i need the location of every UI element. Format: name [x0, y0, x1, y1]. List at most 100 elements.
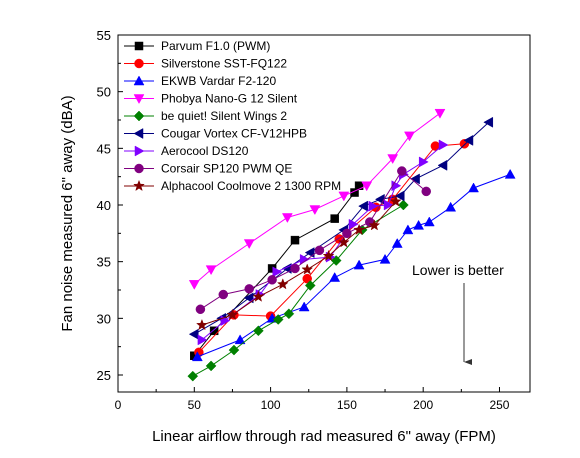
legend-marker — [133, 110, 145, 122]
legend-item: be quiet! Silent Wings 2 — [124, 109, 287, 123]
data-point — [272, 314, 284, 325]
data-point — [304, 280, 316, 291]
data-point — [309, 205, 321, 216]
data-point — [218, 289, 229, 300]
data-point — [197, 334, 208, 346]
data-point — [267, 264, 277, 273]
x-tick-label: 50 — [188, 398, 202, 412]
y-tick-label: 45 — [97, 141, 111, 156]
legend-marker — [134, 58, 144, 69]
data-point — [205, 360, 217, 372]
data-point — [209, 326, 219, 336]
legend-item: Aerocool DS120 — [124, 144, 249, 158]
data-point — [252, 290, 265, 302]
data-point — [330, 214, 339, 223]
data-point — [421, 186, 431, 197]
data-point — [445, 201, 457, 212]
data-point — [348, 218, 359, 230]
data-point — [191, 351, 203, 362]
series-4 — [187, 199, 409, 382]
data-point — [404, 131, 415, 142]
data-point — [387, 154, 399, 165]
series-line — [193, 112, 441, 285]
data-point — [322, 249, 335, 262]
data-point — [413, 219, 425, 230]
y-axis-label: Fan noise measured 6" away (dBA) — [59, 95, 76, 331]
data-point — [434, 108, 446, 119]
y-tick-label: 25 — [97, 368, 111, 383]
x-axis: 0 50 100 150 200 250 — [115, 387, 510, 412]
data-point — [330, 255, 342, 266]
data-point — [243, 239, 255, 250]
legend-marker — [133, 75, 145, 86]
data-point — [272, 266, 283, 278]
series-7 — [195, 166, 431, 315]
x-tick-label: 0 — [115, 398, 122, 412]
data-point — [301, 263, 314, 275]
series-line — [192, 204, 404, 377]
legend-marker — [133, 128, 144, 139]
series-layer — [187, 108, 516, 382]
legend-label: be quiet! Silent Wings 2 — [161, 109, 287, 123]
series-8 — [196, 195, 402, 331]
data-point — [368, 219, 381, 231]
series-line — [200, 170, 427, 310]
y-tick-label: 50 — [97, 85, 111, 100]
legend-label: Phobya Nano-G 12 Silent — [161, 92, 298, 106]
data-point — [338, 191, 350, 202]
data-point — [483, 116, 494, 128]
data-point — [383, 199, 394, 211]
data-point — [397, 166, 407, 176]
data-point — [353, 223, 366, 235]
x-tick-label: 150 — [337, 398, 357, 412]
data-point — [391, 238, 403, 248]
y-axis: 25 30 35 40 45 50 55 — [97, 28, 123, 383]
data-point — [196, 318, 208, 331]
legend-label: Parvum F1.0 (PWM) — [161, 39, 270, 53]
legend-label: Silverstone SST-FQ122 — [161, 57, 287, 71]
data-point — [329, 272, 341, 282]
data-point — [187, 370, 199, 382]
data-point — [304, 247, 315, 259]
data-point — [244, 284, 254, 294]
series-3 — [188, 108, 446, 290]
y-tick-label: 55 — [97, 28, 111, 43]
data-point — [394, 190, 405, 202]
legend-marker — [134, 145, 145, 157]
data-point — [205, 265, 217, 276]
y-tick-label: 30 — [97, 311, 111, 326]
data-point — [402, 224, 414, 235]
data-point — [463, 134, 474, 146]
data-point — [228, 344, 240, 356]
data-point — [354, 181, 364, 190]
legend-item: Cougar Vortex CF-V12HPB — [124, 127, 307, 141]
data-point — [290, 235, 300, 245]
data-point — [361, 181, 373, 192]
data-point — [397, 199, 409, 211]
legend-label: Cougar Vortex CF-V12HPB — [161, 127, 307, 141]
legend-marker — [134, 41, 144, 51]
data-point — [243, 292, 254, 304]
y-tick-label: 35 — [97, 255, 111, 270]
data-point — [353, 259, 365, 270]
x-tick-label: 100 — [261, 398, 281, 412]
legend-marker — [134, 163, 144, 174]
chart-legend: Parvum F1.0 (PWM) Silverstone SST-FQ122 EK… — [124, 39, 341, 193]
data-point — [253, 325, 264, 337]
legend-item: EKWB Vardar F2-120 — [124, 74, 276, 88]
legend-item: Alphacool Coolmove 2 1300 RPM — [124, 179, 341, 193]
data-point — [468, 182, 479, 193]
legend-item: Corsair SP120 PWM QE — [124, 162, 292, 176]
y-tick-label: 40 — [97, 198, 111, 213]
data-point — [195, 304, 206, 315]
data-point — [267, 275, 277, 285]
series-0 — [190, 181, 364, 360]
data-point — [337, 236, 350, 248]
data-point — [276, 278, 289, 290]
data-point — [188, 280, 200, 290]
data-point — [368, 200, 379, 212]
legend-label: EKWB Vardar F2-120 — [161, 74, 276, 88]
x-tick-label: 200 — [413, 398, 433, 412]
series-line — [201, 201, 397, 326]
